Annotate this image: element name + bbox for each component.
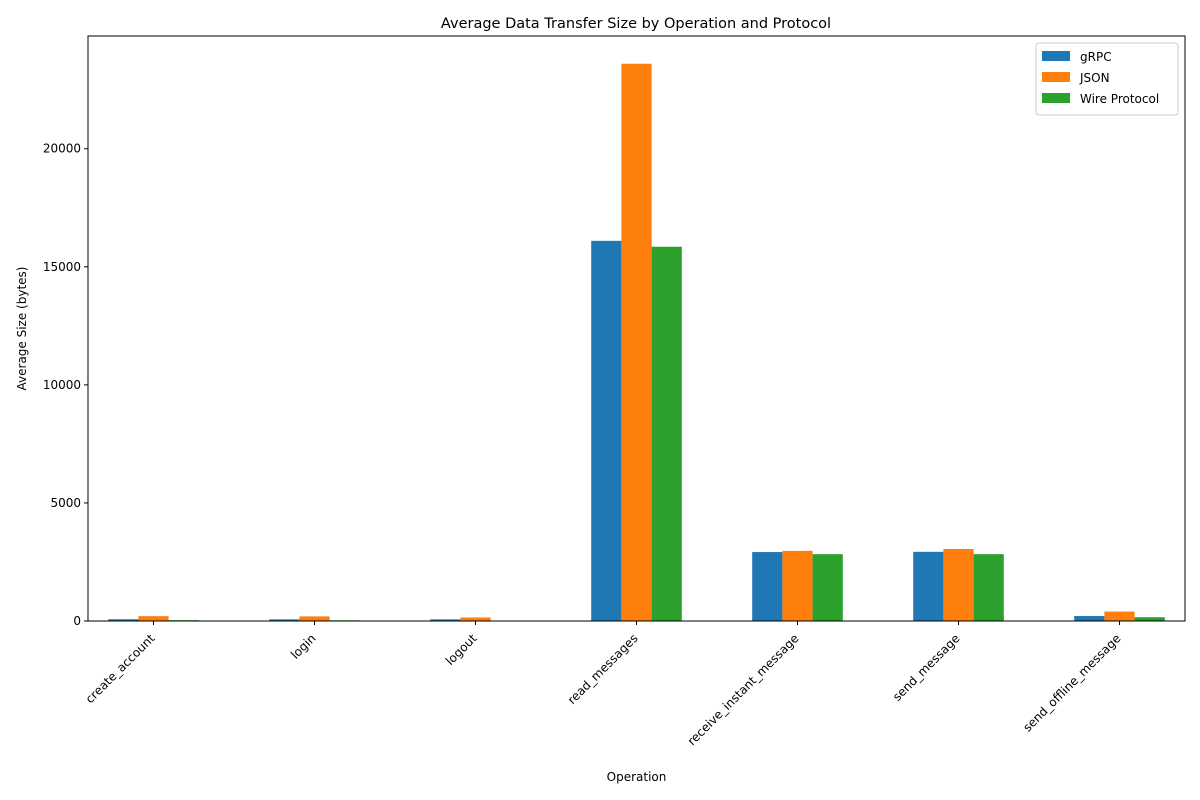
bar-grpc-send-message <box>913 551 944 621</box>
bar-wire-protocol-receive-instant-message <box>812 554 843 621</box>
y-tick-label: 15000 <box>43 260 81 274</box>
legend-label-json: JSON <box>1079 71 1110 85</box>
bar-grpc-receive-instant-message <box>752 552 783 621</box>
bar-json-send-message <box>943 548 974 621</box>
y-tick-label: 20000 <box>43 142 81 156</box>
y-axis-label: Average Size (bytes) <box>15 267 29 391</box>
bar-json-create-account <box>138 616 169 621</box>
legend-swatch-json <box>1042 72 1070 82</box>
bar-json-login <box>299 616 330 621</box>
bar-wire-protocol-send-offline-message <box>1134 617 1165 621</box>
bar-grpc-create-account <box>108 619 139 621</box>
bar-wire-protocol-read-messages <box>651 246 682 622</box>
legend-swatch-wire-protocol <box>1042 93 1070 103</box>
bar-grpc-send-offline-message <box>1074 616 1105 621</box>
bar-json-send-offline-message <box>1104 611 1135 621</box>
bar-grpc-logout <box>430 619 461 621</box>
plot-frame <box>87 35 1186 622</box>
legend-box <box>1035 42 1179 116</box>
bar-json-receive-instant-message <box>782 550 813 621</box>
legend-label-grpc: gRPC <box>1080 50 1112 64</box>
bar-grpc-login <box>269 619 300 621</box>
legend-swatch-grpc <box>1042 51 1070 61</box>
chart-title: Average Data Transfer Size by Operation … <box>441 16 831 32</box>
legend-label-wire-protocol: Wire Protocol <box>1080 92 1159 106</box>
bar-wire-protocol-send-message <box>973 554 1004 621</box>
y-tick-label: 0 <box>73 614 81 628</box>
bar-grpc-read-messages <box>591 240 622 621</box>
bar-json-read-messages <box>621 63 652 622</box>
y-axis: 0 5000 10000 15000 20000 <box>43 142 88 628</box>
bar-json-logout <box>460 617 491 621</box>
y-tick-label: 5000 <box>50 496 81 510</box>
x-axis-label: Operation <box>607 770 667 784</box>
bars-group <box>108 63 1165 622</box>
legend: gRPC JSON Wire Protocol <box>1035 42 1179 116</box>
y-tick-label: 10000 <box>43 378 81 392</box>
